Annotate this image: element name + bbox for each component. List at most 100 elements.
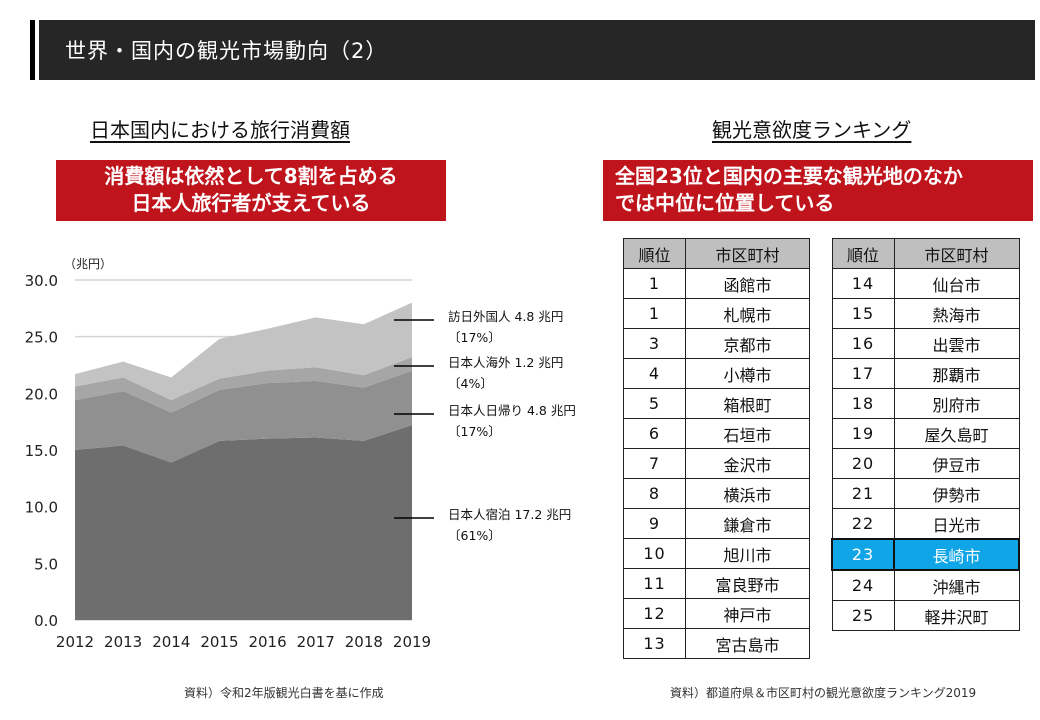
rank-cell: 1: [623, 268, 686, 299]
rank-column-header: 順位: [623, 238, 686, 269]
y-tick-label: 30.0: [25, 272, 58, 290]
page-title: 世界・国内の観光市場動向（2）: [65, 39, 388, 63]
city-cell: 伊勢市: [893, 478, 1020, 509]
city-cell: 熱海市: [893, 298, 1020, 329]
city-cell: 日光市: [893, 508, 1020, 540]
rank-column-header: 順位: [831, 238, 895, 269]
x-tick-label: 2013: [104, 633, 142, 651]
table-header-row: 順位 市区町村: [623, 238, 810, 269]
y-tick-label: 5.0: [34, 555, 58, 573]
city-cell: 横浜市: [685, 478, 810, 509]
city-cell: 富良野市: [685, 568, 810, 599]
annotation-share: 〔17%〕: [448, 330, 501, 345]
y-tick-label: 25.0: [25, 329, 58, 347]
annotation-value: 訪日外国人 4.8 兆円: [448, 309, 564, 324]
right-callout-line-2: では中位に位置している: [615, 191, 835, 215]
rank-cell: 17: [831, 358, 895, 389]
city-column-header: 市区町村: [685, 238, 810, 269]
table-row: 20 伊豆市: [831, 448, 1020, 479]
city-cell: 札幌市: [685, 298, 810, 329]
rank-cell: 23: [831, 538, 895, 571]
city-cell: 金沢市: [685, 448, 810, 479]
city-cell: 宮古島市: [685, 628, 810, 659]
table-row: 15 熱海市: [831, 298, 1020, 329]
left-source-note: 資料）令和2年版観光白書を基に作成: [184, 686, 384, 700]
table-row: 17 那覇市: [831, 358, 1020, 389]
city-cell: 沖縄市: [893, 569, 1020, 601]
rank-cell: 14: [831, 268, 895, 299]
city-cell: 別府市: [893, 388, 1020, 419]
rank-cell: 11: [623, 568, 686, 599]
x-tick-label: 2018: [345, 633, 383, 651]
table-row: 16 出雲市: [831, 328, 1020, 359]
x-tick-label: 2017: [297, 633, 335, 651]
rank-cell: 19: [831, 418, 895, 449]
city-cell: 箱根町: [685, 388, 810, 419]
x-tick-label: 2015: [200, 633, 238, 651]
table-row: 9 鎌倉市: [623, 508, 810, 539]
table-row: 13 宮古島市: [623, 628, 810, 659]
table-row: 10 旭川市: [623, 538, 810, 569]
table-row: 6 石垣市: [623, 418, 810, 449]
ranking-table-2: 順位 市区町村 14 仙台市 15 熱海市 16 出雲市 17 那覇市 18 別府市 19 屋久島町 2…: [831, 238, 1020, 631]
y-tick-label: 15.0: [25, 442, 58, 460]
x-tick-label: 2016: [248, 633, 286, 651]
city-cell: 鎌倉市: [685, 508, 810, 539]
rank-cell: 16: [831, 328, 895, 359]
left-section-title: 日本国内における旅行消費額: [90, 118, 350, 142]
left-callout-line-1: 消費額は依然として8割を占める: [104, 164, 398, 188]
annotation-value: 日本人海外 1.2 兆円: [448, 355, 564, 370]
chart-annotation: 日本人日帰り 4.8 兆円 〔17%〕: [448, 400, 576, 442]
right-callout: 全国23位と国内の主要な観光地のなか では中位に位置している: [603, 160, 1033, 221]
city-cell: 出雲市: [893, 328, 1020, 359]
table-row-highlighted: 23 長崎市: [831, 538, 1020, 571]
city-cell: 旭川市: [685, 538, 810, 569]
ranking-table-1: 順位 市区町村 1 函館市 1 札幌市 3 京都市 4 小樽市 5 箱根町 6 石垣市 7 金沢市 8 横浜市…: [623, 238, 810, 659]
rank-cell: 24: [831, 569, 895, 601]
annotation-share: 〔61%〕: [448, 528, 501, 543]
area-series-2: [75, 370, 412, 463]
city-column-header: 市区町村: [893, 238, 1020, 269]
annotation-value: 日本人宿泊 17.2 兆円: [448, 507, 572, 522]
chart-annotation: 訪日外国人 4.8 兆円 〔17%〕: [448, 306, 563, 348]
area-series-4: [75, 302, 412, 401]
rank-cell: 10: [623, 538, 686, 569]
city-cell: 那覇市: [893, 358, 1020, 389]
table-row: 1 札幌市: [623, 298, 810, 329]
header-accent-bar: [30, 20, 35, 80]
annotation-share: 〔4%〕: [448, 376, 493, 391]
table-row: 5 箱根町: [623, 388, 810, 419]
city-cell: 伊豆市: [893, 448, 1020, 479]
city-cell: 石垣市: [685, 418, 810, 449]
rank-cell: 7: [623, 448, 686, 479]
table-row: 3 京都市: [623, 328, 810, 359]
y-tick-label: 20.0: [25, 385, 58, 403]
rank-cell: 20: [831, 448, 895, 479]
rank-cell: 8: [623, 478, 686, 509]
right-section-title: 観光意欲度ランキング: [712, 118, 912, 142]
area-series-3: [75, 357, 412, 413]
rank-cell: 1: [623, 298, 686, 329]
left-callout-line-2: 日本人旅行者が支えている: [131, 191, 371, 215]
table-row: 4 小樽市: [623, 358, 810, 389]
x-tick-label: 2012: [56, 633, 94, 651]
table-row: 1 函館市: [623, 268, 810, 299]
table-row: 19 屋久島町: [831, 418, 1020, 449]
city-cell: 小樽市: [685, 358, 810, 389]
city-cell: 仙台市: [893, 268, 1020, 299]
left-callout: 消費額は依然として8割を占める 日本人旅行者が支えている: [56, 160, 446, 221]
rank-cell: 15: [831, 298, 895, 329]
table-row: 21 伊勢市: [831, 478, 1020, 509]
rank-cell: 22: [831, 508, 895, 540]
annotation-value: 日本人日帰り 4.8 兆円: [448, 403, 576, 418]
y-tick-label: 0.0: [34, 612, 58, 630]
city-cell: 屋久島町: [893, 418, 1020, 449]
rank-cell: 12: [623, 598, 686, 629]
rank-cell: 6: [623, 418, 686, 449]
right-callout-line-1: 全国23位と国内の主要な観光地のなか: [615, 164, 963, 188]
y-tick-label: 10.0: [25, 499, 58, 517]
right-source-note: 資料）都道府県＆市区町村の観光意欲度ランキング2019: [670, 686, 977, 700]
rank-cell: 25: [831, 600, 895, 631]
city-cell: 京都市: [685, 328, 810, 359]
table-header-row: 順位 市区町村: [831, 238, 1020, 269]
